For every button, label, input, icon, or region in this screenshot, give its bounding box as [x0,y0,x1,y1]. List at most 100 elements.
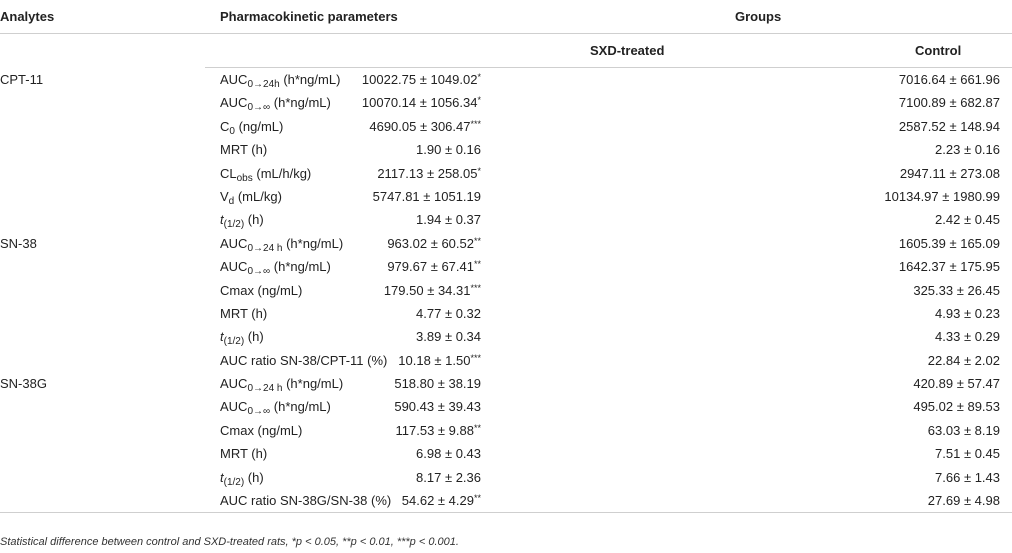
parameter-unit: (mL/kg) [234,188,282,204]
cell-control: 325.33 ± 26.45 [913,282,1000,298]
header-analytes: Analytes [0,9,55,24]
cell-control: 2.23 ± 0.16 [935,142,1000,158]
cell-treated: 1.90 ± 0.16 [416,138,481,161]
parameter-subscript: 0→∞ [247,102,271,114]
table-row: t(1/2) (h) 8.17 ± 2.36 7.66 ± 1.43 [0,466,1012,489]
parameter-subscript: 0→∞ [247,406,271,418]
cell-parameter: MRT (h) [220,302,267,325]
parameter-subscript: (1/2) [223,476,245,488]
treated-value: 963.02 ± 60.52 [387,235,474,251]
parameter-subscript: obs [236,172,253,184]
significance-mark: ** [473,422,481,433]
parameter-subscript: (1/2) [223,336,245,348]
cell-control: 10134.97 ± 1980.99 [884,188,1000,204]
table-row: MRT (h) 1.90 ± 0.16 2.23 ± 0.16 [0,138,1012,161]
cell-parameter: Vd (mL/kg) [220,185,282,208]
cell-control: 27.69 ± 4.98 [927,493,1000,509]
cell-control: 4.33 ± 0.29 [935,329,1000,345]
table-row: AUC ratio SN-38G/SN-38 (%) 54.62 ± 4.29**… [0,489,1012,514]
cell-control: 7100.89 ± 682.87 [898,95,1000,111]
footnote: Statistical difference between control a… [0,536,459,548]
cell-control: 2947.11 ± 273.08 [899,165,1000,181]
cell-parameter: MRT (h) [220,442,267,465]
parameter-unit: (h*ng/mL) [279,72,341,87]
cell-parameter: AUC0→∞ (h*ng/mL) [220,255,331,278]
cell-control: 495.02 ± 89.53 [913,399,1000,415]
table-row: MRT (h) 4.77 ± 0.32 4.93 ± 0.23 [0,302,1012,325]
parameter-unit: (ng/mL) [234,118,284,134]
treated-value: 3.89 ± 0.34 [416,329,481,345]
parameter-name: AUC [220,259,248,275]
parameter-name: t [220,469,224,485]
significance-mark: ** [473,493,481,504]
significance-mark: ** [473,259,481,270]
parameter-subscript: 0→24h [247,79,280,90]
cell-parameter: Cmax (ng/mL) [220,419,302,442]
cell-control: 7.66 ± 1.43 [935,469,1000,485]
parameter-unit: (h) [244,469,264,485]
table-body: CPT-11 AUC0→24h (h*ng/mL) 10022.75 ± 1049.… [0,68,1012,514]
parameter-name: AUC [220,72,248,87]
table-row: SN-38G AUC0→24 h (h*ng/mL) 518.80 ± 38.19 4… [0,372,1012,395]
cell-analyte: SN-38G [0,376,47,392]
significance-mark: *** [470,282,481,293]
cell-treated: 5747.81 ± 1051.19 [373,185,481,208]
parameter-unit: (h*ng/mL) [282,235,344,251]
cell-treated: 6.98 ± 0.43 [416,442,481,465]
table-row: AUC0→∞ (h*ng/mL) 10070.14 ± 1056.34* 7100.… [0,91,1012,114]
parameter-unit: (h*ng/mL) [282,376,344,392]
significance-mark: ** [473,235,481,246]
cell-control: 63.03 ± 8.19 [927,422,1000,438]
parameter-name: V [220,188,229,204]
cell-parameter: CLobs (mL/h/kg) [220,162,311,185]
treated-value: 2117.13 ± 258.05 [377,165,478,181]
cell-parameter: AUC0→∞ (h*ng/mL) [220,91,331,114]
cell-control: 1642.37 ± 175.95 [898,259,1000,275]
table-row: CPT-11 AUC0→24h (h*ng/mL) 10022.75 ± 1049.… [0,68,1012,91]
cell-parameter: MRT (h) [220,138,267,161]
significance-mark: *** [470,352,481,363]
cell-treated: 518.80 ± 38.19 [394,372,481,395]
parameter-unit: (h*ng/mL) [270,399,331,415]
header-groups: Groups [735,9,782,24]
table-row: AUC ratio SN-38/CPT-11 (%) 10.18 ± 1.50**… [0,349,1012,372]
cell-control: 7016.64 ± 661.96 [898,72,1000,87]
cell-treated: 10070.14 ± 1056.34* [362,91,481,114]
treated-value: 1.94 ± 0.37 [416,212,481,228]
cell-treated: 54.62 ± 4.29** [402,489,481,512]
parameter-subscript: 0 [229,125,235,137]
parameter-unit: (h) [244,212,264,228]
parameter-name: AUC [220,399,248,415]
cell-parameter: t(1/2) (h) [220,208,264,231]
cell-control: 1605.39 ± 165.09 [898,235,1000,251]
cell-treated: 4.77 ± 0.32 [416,302,481,325]
cell-parameter: t(1/2) (h) [220,466,264,489]
cell-parameter: AUC ratio SN-38G/SN-38 (%) [220,489,391,512]
parameter-name: MRT (h) [220,446,268,462]
cell-treated: 4690.05 ± 306.47*** [369,115,481,138]
cell-parameter: AUC0→24h (h*ng/mL) [220,68,340,91]
parameter-subscript: d [228,195,235,207]
cell-control: 22.84 ± 2.02 [927,352,1000,368]
parameter-name: CL [220,165,237,181]
cell-control: 2.42 ± 0.45 [935,212,1000,228]
cell-parameter: AUC0→∞ (h*ng/mL) [220,395,331,418]
parameter-name: AUC [220,376,248,392]
table-row: AUC0→∞ (h*ng/mL) 979.67 ± 67.41** 1642.37 … [0,255,1012,278]
header-control: Control [915,43,962,58]
parameter-name: AUC ratio SN-38G/SN-38 (%) [220,493,392,509]
parameter-subscript: 0→24 h [247,383,283,395]
cell-parameter: t(1/2) (h) [220,325,264,348]
parameter-name: Cmax (ng/mL) [220,282,303,298]
cell-treated: 590.43 ± 39.43 [394,395,481,418]
treated-value: 1.90 ± 0.16 [416,142,481,158]
table-row: Cmax (ng/mL) 117.53 ± 9.88** 63.03 ± 8.19 [0,419,1012,442]
header-row-2: SXD-treated Control [205,34,1012,68]
table-row: Cmax (ng/mL) 179.50 ± 34.31*** 325.33 ± 26… [0,279,1012,302]
table-row: MRT (h) 6.98 ± 0.43 7.51 ± 0.45 [0,442,1012,465]
treated-value: 10022.75 ± 1049.02 [361,72,478,87]
treated-value: 179.50 ± 34.31 [383,282,471,298]
treated-value: 117.53 ± 9.88 [395,422,474,438]
table-row: SN-38 AUC0→24 h (h*ng/mL) 963.02 ± 60.52**… [0,232,1012,255]
